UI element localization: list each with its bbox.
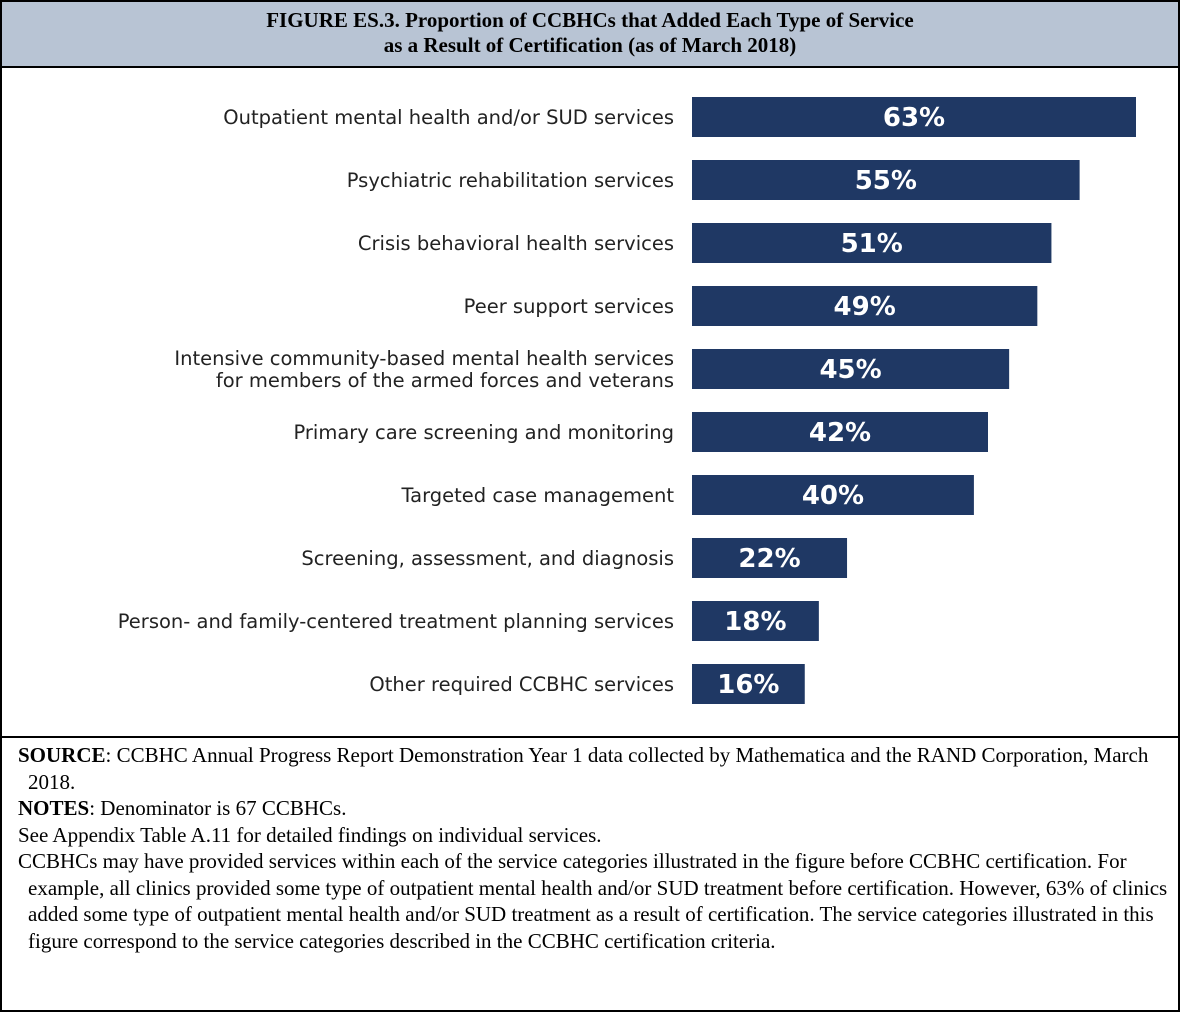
figure-notes: SOURCE: CCBHC Annual Progress Report Dem… [2,736,1178,1010]
bar-value-label-2: 55% [855,166,917,196]
notes-line: NOTES: Denominator is 67 CCBHCs. [18,795,1168,822]
bars-group: 63% Outpatient mental health and/or SUD s… [118,97,1136,704]
bar-chart: 63% Outpatient mental health and/or SUD s… [42,76,1142,710]
source-note: SOURCE: CCBHC Annual Progress Report Dem… [18,742,1168,795]
bar-value-label-7: 40% [802,481,864,511]
category-label-2: Psychiatric rehabilitation services [347,169,674,192]
figure-title-line-1: FIGURE ES.3. Proportion of CCBHCs that A… [266,8,914,32]
bar-9 [692,601,819,641]
category-label-5-line-2: for members of the armed forces and vete… [216,369,674,392]
bar-value-label-6: 42% [809,418,871,448]
category-label-7: Targeted case management [400,484,674,507]
bar-8 [692,538,848,578]
bar-value-label-8: 22% [738,544,800,574]
category-label-4: Peer support services [464,295,674,318]
bar-value-label-5: 45% [819,355,881,385]
bar-2 [692,160,1080,200]
category-label-8: Screening, assessment, and diagnosis [301,547,674,570]
bar-5 [692,349,1010,389]
category-label-6: Primary care screening and monitoring [293,421,674,444]
notes-label: NOTES [18,796,90,820]
bar-6 [692,412,988,452]
bar-value-label-3: 51% [841,229,903,259]
figure-header: FIGURE ES.3. Proportion of CCBHCs that A… [2,2,1178,68]
source-text: : CCBHC Annual Progress Report Demonstra… [28,743,1149,794]
bar-value-label-10: 16% [717,670,779,700]
figure-title-line-2: as a Result of Certification (as of Marc… [383,33,797,57]
bar-value-label-4: 49% [834,292,896,322]
explanation-text: CCBHCs may have provided services within… [18,849,1168,953]
bar-value-label-9: 18% [724,607,786,637]
bar-10 [692,664,805,704]
category-label-1: Outpatient mental health and/or SUD serv… [223,106,674,129]
bar-3 [692,223,1052,263]
category-label-5-line-1: Intensive community-based mental health … [174,347,674,370]
bar-1 [692,97,1136,137]
explanation-note: CCBHCs may have provided services within… [18,848,1168,954]
bar-7 [692,475,974,515]
category-label-3: Crisis behavioral health services [358,232,674,255]
category-label-10: Other required CCBHC services [369,673,674,696]
appendix-note: See Appendix Table A.11 for detailed fin… [18,822,602,847]
chart-area: 63% Outpatient mental health and/or SUD s… [2,68,1178,736]
category-label-9: Person- and family-centered treatment pl… [118,610,674,633]
notes-text: : Denominator is 67 CCBHCs. [89,796,347,820]
bar-4 [692,286,1038,326]
source-label: SOURCE [18,743,106,767]
bar-value-label-1: 63% [883,103,945,133]
